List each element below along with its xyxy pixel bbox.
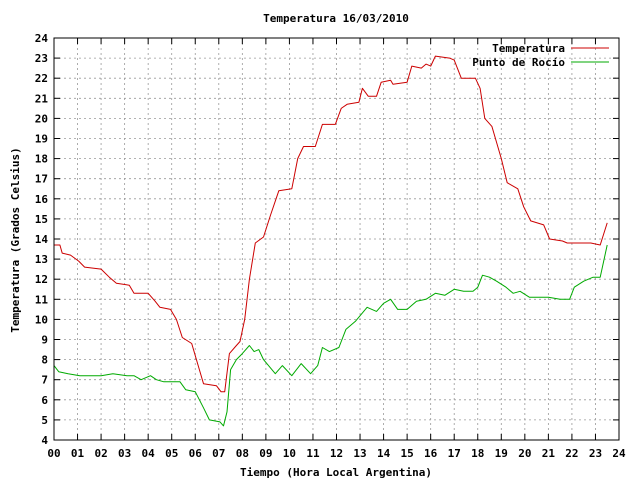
x-tick-label: 17	[448, 447, 461, 460]
x-tick-label: 18	[471, 447, 484, 460]
y-tick-label: 8	[41, 354, 48, 367]
x-tick-label: 15	[401, 447, 414, 460]
y-tick-label: 20	[35, 112, 48, 125]
y-tick-label: 19	[35, 133, 48, 146]
x-tick-label: 13	[353, 447, 366, 460]
axis-ticks: 00 01 02 03 04 05 06 07 08 09 10 11 12 13 14 15 16 17 18 19…	[35, 32, 626, 460]
x-tick-label: 04	[142, 447, 156, 460]
x-tick-label: 16	[424, 447, 438, 460]
plot-frame	[53, 37, 620, 441]
y-tick-label: 24	[35, 32, 49, 45]
y-tick-label: 4	[41, 434, 48, 447]
y-tick-label: 15	[35, 213, 48, 226]
y-tick-label: 21	[35, 92, 49, 105]
x-tick-label: 10	[283, 447, 296, 460]
grid	[54, 38, 619, 440]
series-line-punto-de-rocio	[53, 244, 608, 427]
y-tick-label: 22	[35, 72, 48, 85]
x-tick-label: 14	[377, 447, 391, 460]
x-tick-label: 11	[306, 447, 320, 460]
x-tick-label: 21	[542, 447, 556, 460]
x-tick-label: 12	[330, 447, 343, 460]
x-axis-label: Tiempo (Hora Local Argentina)	[240, 466, 432, 479]
x-tick-label: 07	[212, 447, 225, 460]
y-tick-label: 16	[35, 193, 49, 206]
legend-label-temperatura: Temperatura	[492, 42, 565, 55]
y-tick-label: 17	[35, 173, 48, 186]
x-tick-label: 05	[165, 447, 178, 460]
x-tick-label: 03	[118, 447, 131, 460]
x-tick-label: 01	[71, 447, 85, 460]
y-tick-label: 9	[41, 334, 48, 347]
legend-label-punto-de-rocio: Punto de Rocío	[472, 56, 565, 69]
x-tick-label: 00	[47, 447, 60, 460]
y-tick-label: 18	[35, 153, 48, 166]
x-tick-label: 09	[259, 447, 272, 460]
series-lines	[53, 55, 608, 427]
y-tick-label: 14	[35, 233, 49, 246]
chart-title: Temperatura 16/03/2010	[263, 12, 409, 25]
x-tick-label: 06	[189, 447, 203, 460]
y-tick-label: 11	[35, 293, 49, 306]
x-tick-label: 19	[495, 447, 508, 460]
series-line-temperatura	[54, 55, 608, 393]
legend: Temperatura Punto de Rocío	[472, 42, 609, 69]
y-tick-label: 7	[41, 374, 48, 387]
y-tick-label: 12	[35, 273, 48, 286]
y-axis-label: Temperatura (Grados Celsius)	[9, 147, 22, 332]
y-tick-label: 5	[41, 414, 48, 427]
y-tick-label: 13	[35, 253, 48, 266]
x-tick-label: 20	[518, 447, 531, 460]
y-tick-label: 10	[35, 313, 48, 326]
x-tick-label: 08	[236, 447, 249, 460]
x-tick-label: 24	[612, 447, 626, 460]
x-tick-label: 23	[589, 447, 602, 460]
x-tick-label: 22	[565, 447, 578, 460]
x-tick-label: 02	[94, 447, 107, 460]
y-tick-label: 23	[35, 52, 48, 65]
y-tick-label: 6	[41, 394, 48, 407]
